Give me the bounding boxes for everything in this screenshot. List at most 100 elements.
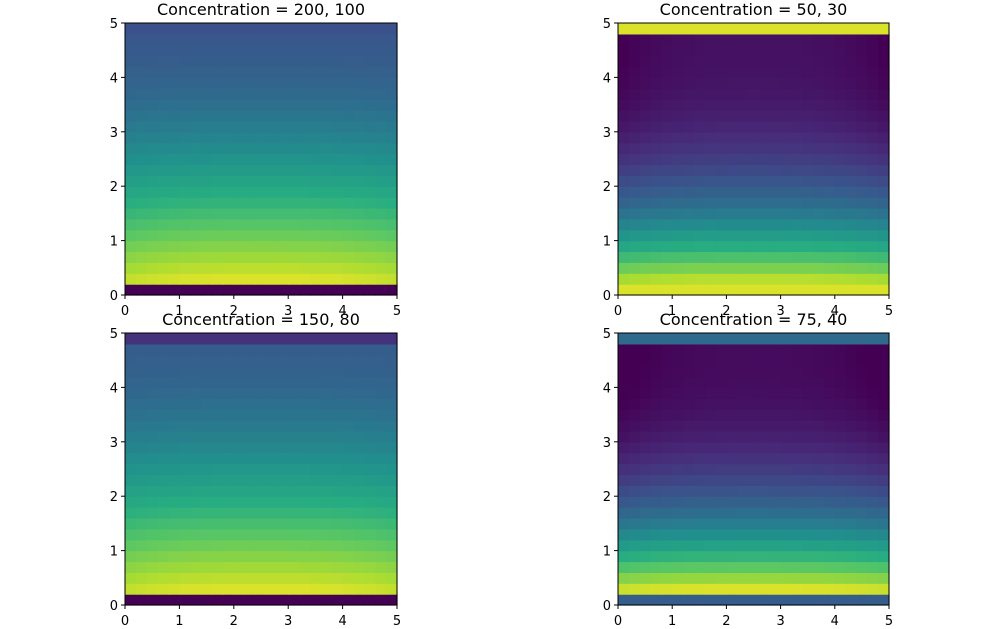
heatmap-cell: [299, 594, 311, 606]
heatmap-cell: [693, 218, 706, 231]
heatmap-cell: [672, 507, 684, 519]
heatmap-cell: [878, 153, 890, 166]
heatmap-cell: [769, 430, 782, 443]
heatmap-cell: [212, 110, 224, 122]
heatmap-cell: [244, 594, 257, 606]
heatmap-cell: [856, 66, 868, 78]
heatmap-cell: [791, 218, 803, 231]
heatmap-cell: [704, 218, 717, 231]
heatmap-cell: [780, 452, 793, 465]
heatmap-cell: [856, 197, 868, 209]
heatmap-cell: [168, 33, 180, 46]
heatmap-cell: [737, 131, 749, 144]
heatmap-cell: [639, 262, 652, 274]
heatmap-cell: [342, 44, 355, 57]
heatmap-cell: [618, 207, 630, 220]
heatmap-cell: [266, 452, 278, 465]
heatmap-cell: [618, 409, 630, 421]
heatmap-cell: [628, 354, 641, 367]
heatmap-cell: [375, 284, 387, 296]
heatmap-cell: [748, 218, 760, 231]
heatmap-cell: [758, 452, 771, 465]
heatmap-cell: [146, 251, 159, 263]
heatmap-cell: [309, 572, 322, 584]
heatmap-cell: [878, 507, 890, 519]
heatmap-cell: [255, 561, 268, 573]
heatmap-cell: [320, 23, 333, 35]
heatmap-cell: [704, 164, 717, 176]
heatmap-cell: [726, 583, 738, 595]
heatmap-cell: [823, 207, 836, 220]
heatmap-cell: [125, 88, 137, 100]
heatmap-cell: [386, 365, 398, 378]
y-tick-label: 4: [603, 381, 611, 396]
heatmap-cell: [661, 44, 673, 57]
heatmap-cell: [628, 572, 641, 584]
heatmap-cell: [823, 262, 836, 274]
heatmap-cell: [758, 240, 771, 253]
heatmap-cell: [802, 120, 814, 133]
heatmap-cell: [342, 262, 355, 274]
heatmap-cell: [201, 376, 213, 388]
heatmap-cell: [628, 284, 641, 296]
heatmap-cell: [661, 594, 673, 606]
heatmap-cell: [309, 409, 322, 421]
heatmap-cell: [320, 539, 333, 552]
heatmap-cell: [628, 273, 641, 285]
heatmap-cell: [683, 507, 695, 519]
heatmap-cell: [693, 365, 706, 378]
heatmap-cell: [845, 517, 858, 530]
heatmap-cell: [737, 197, 749, 209]
heatmap-cell: [244, 77, 257, 89]
heatmap-cell: [201, 343, 213, 356]
heatmap-cell: [135, 262, 148, 274]
heatmap-cell: [791, 398, 803, 410]
heatmap-cell: [288, 66, 300, 78]
heatmap-cell: [618, 485, 630, 497]
heatmap-cell: [802, 66, 814, 78]
heatmap-cell: [375, 517, 387, 530]
heatmap-cell: [639, 99, 652, 111]
heatmap-cell: [146, 33, 159, 46]
heatmap-cell: [802, 572, 814, 584]
heatmap-cell: [639, 550, 652, 563]
heatmap-cell: [672, 517, 684, 530]
heatmap-cell: [277, 142, 289, 155]
heatmap-cell: [802, 441, 814, 454]
heatmap-cell: [618, 229, 630, 242]
heatmap-cell: [737, 528, 749, 541]
heatmap-cell: [628, 343, 641, 356]
heatmap-cell: [386, 229, 398, 242]
heatmap-cell: [715, 387, 727, 399]
heatmap-cell: [212, 120, 224, 133]
heatmap-cell: [157, 284, 170, 296]
heatmap-cell: [672, 55, 684, 68]
heatmap-cell: [769, 452, 782, 465]
heatmap-cell: [288, 507, 300, 519]
heatmap-cell: [244, 23, 257, 35]
heatmap-cell: [320, 496, 333, 508]
heatmap-cell: [823, 452, 836, 465]
heatmap-cell: [748, 262, 760, 274]
heatmap-cell: [309, 131, 322, 144]
heatmap-cell: [288, 197, 300, 209]
heatmap-cell: [780, 507, 793, 519]
heatmap-cell: [867, 23, 879, 35]
heatmap-cell: [639, 142, 652, 155]
heatmap-cell: [266, 99, 278, 111]
heatmap-cell: [342, 354, 355, 367]
heatmap-cell: [683, 539, 695, 552]
heatmap-cell: [255, 55, 268, 68]
heatmap-cell: [758, 376, 771, 388]
heatmap-cell: [244, 463, 257, 476]
heatmap-cell: [856, 153, 868, 166]
heatmap-cell: [255, 507, 268, 519]
heatmap-cell: [135, 218, 148, 231]
heatmap-cell: [726, 120, 738, 133]
heatmap-cell: [813, 55, 825, 68]
heatmap-cell: [146, 120, 159, 133]
heatmap-cell: [309, 186, 322, 198]
heatmap-cell: [878, 452, 890, 465]
heatmap-cell: [672, 452, 684, 465]
